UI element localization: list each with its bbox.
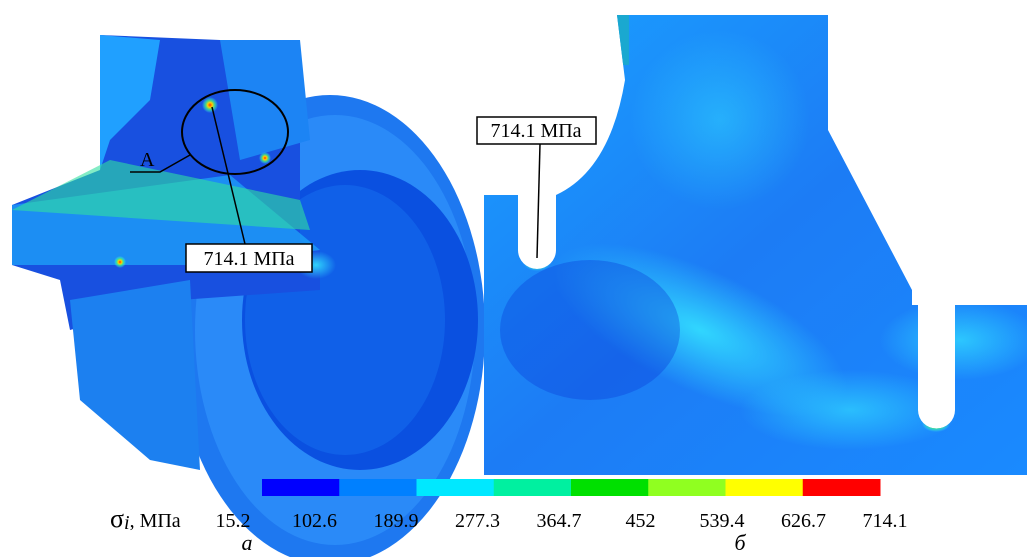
colorbar-segment (648, 479, 726, 496)
colorbar-tick-label: 626.7 (781, 510, 826, 532)
colorbar-segment (571, 479, 649, 496)
colorbar-segment (494, 479, 572, 496)
colorbar-segment (803, 479, 881, 496)
callout: 714.1 МПа (490, 120, 581, 142)
caption: а (242, 530, 253, 555)
colorbar-tick-label: 189.9 (374, 510, 419, 532)
colorbar-tick-label: 277.3 (455, 510, 500, 532)
section-2d (484, 15, 1027, 475)
callout-leader (537, 144, 540, 258)
colorbar-ticks: 15.2 102.6 189.9 277.3 364.7 452 539.4 626.7 714… (216, 510, 908, 532)
colorbar-tick-label: 364.7 (537, 510, 582, 532)
unit: , МПа (130, 510, 181, 532)
colorbar-segment (726, 479, 804, 496)
colorbar-label: σi, МПа (110, 504, 181, 534)
figure: А 714.1 МПа 714.1 МПа σi, МПа 15.2102.61… (0, 0, 1027, 557)
colorbar-tick-label: 452 (626, 510, 656, 532)
symbol: σ (110, 504, 124, 533)
caption: б (734, 530, 746, 555)
colorbar-tick-label: 15.2 (216, 510, 251, 532)
colorbar-tick-label: 102.6 (292, 510, 337, 532)
colorbar (262, 479, 881, 496)
detail-label: А (140, 149, 155, 171)
colorbar-segment (339, 479, 417, 496)
colorbar-segment (417, 479, 495, 496)
model-3d (12, 35, 485, 557)
colorbar-tick-label: 714.1 (863, 510, 908, 532)
colorbar-tick-label: 539.4 (700, 510, 745, 532)
colorbar-segment (262, 479, 340, 496)
callout: 714.1 МПа (203, 248, 294, 270)
